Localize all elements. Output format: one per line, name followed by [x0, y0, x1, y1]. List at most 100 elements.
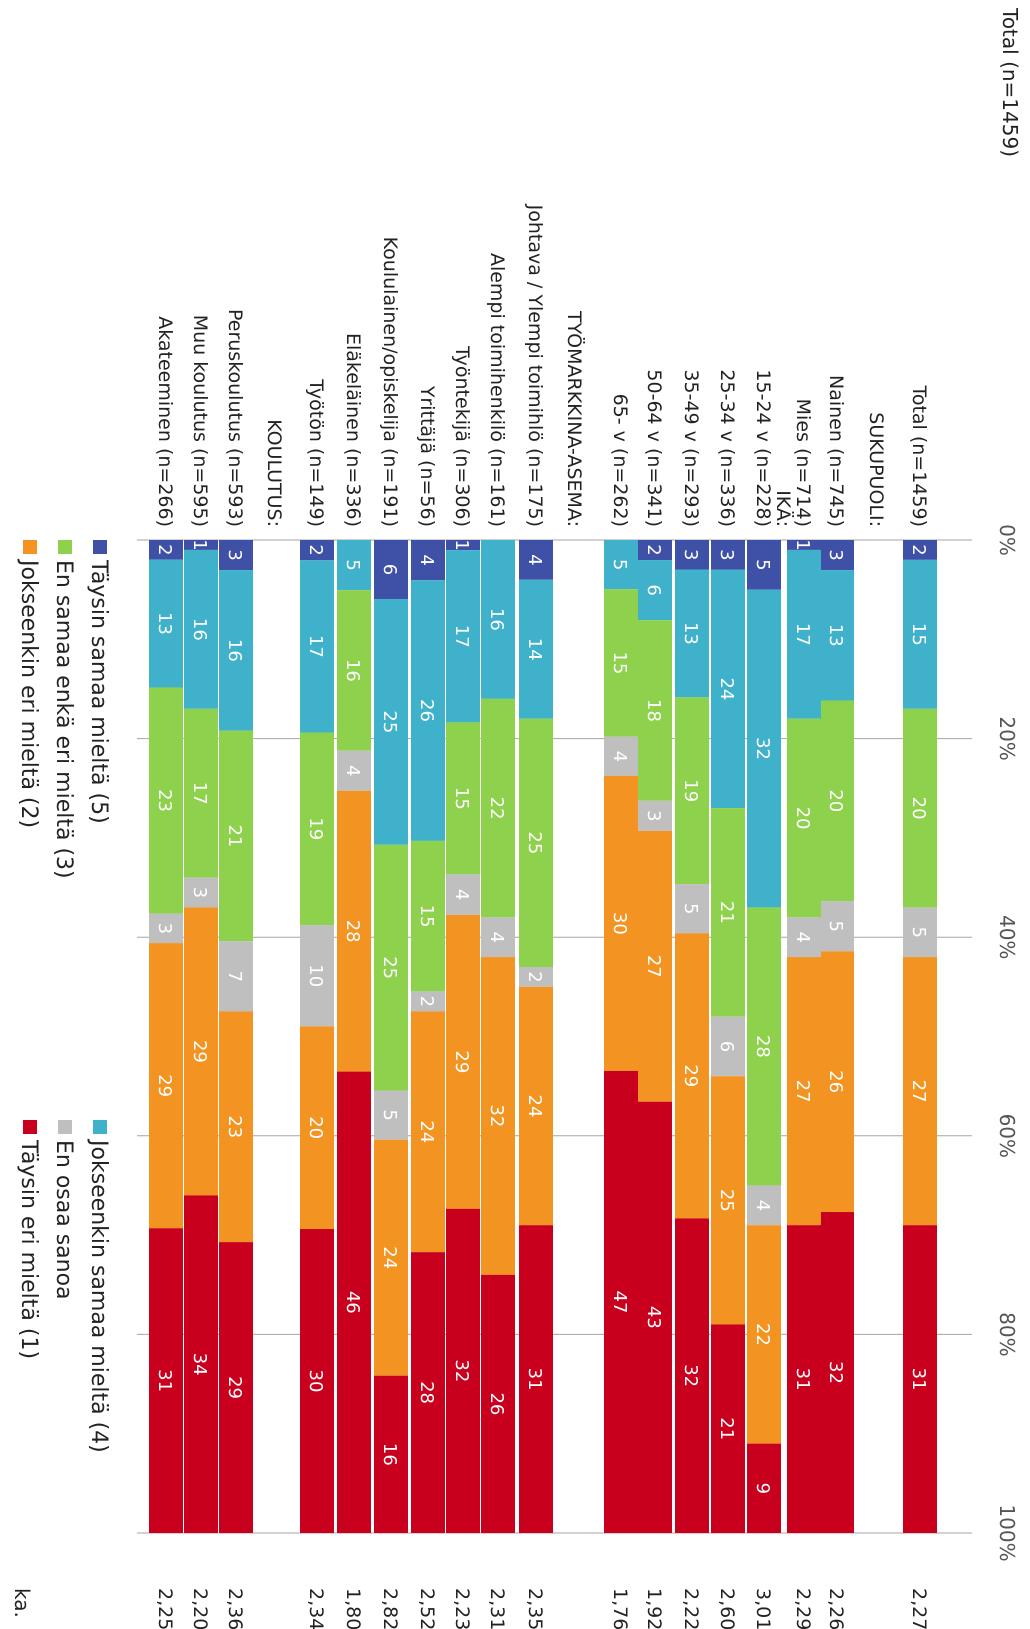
bar-value-label: 24: [379, 1246, 400, 1269]
bar-value-label: 43: [643, 1306, 664, 1329]
bar-segment: [411, 1252, 445, 1533]
bar-segment: [519, 579, 553, 719]
bar-value-label: 30: [305, 1370, 326, 1393]
average-value: 3,01: [752, 1588, 774, 1629]
bar-value-label: 29: [451, 1050, 472, 1073]
row-label: Yrittäjä (n=56): [416, 385, 438, 527]
bar-value-label: 6: [379, 564, 400, 575]
bar-value-label: 4: [792, 931, 813, 942]
bar-segment: [903, 540, 937, 560]
bar-value-label: 25: [379, 956, 400, 979]
bar-value-label: 27: [908, 1080, 929, 1103]
bar-value-label: 2: [305, 544, 326, 555]
bar-segment: [711, 1016, 745, 1077]
bar-segment: [711, 1324, 745, 1533]
bar-segment: [747, 1225, 781, 1444]
bar-segment: [149, 687, 183, 914]
average-value: 2,20: [189, 1588, 211, 1629]
bar-segment: [903, 559, 937, 709]
bar-segment: [337, 590, 371, 751]
bar-value-label: 25: [379, 710, 400, 733]
bar-segment: [675, 884, 709, 934]
row-label: Akateeminen (n=266): [154, 316, 176, 527]
bar-segment: [149, 943, 183, 1229]
bars: 2152052731313205263211720427315322842293…: [149, 539, 937, 1534]
bar-segment: [219, 570, 253, 731]
bar-segment: [711, 540, 745, 570]
bar-value-label: 32: [486, 1104, 507, 1127]
bar-value-label: 22: [752, 1323, 773, 1346]
average-value: 1,76: [609, 1588, 631, 1629]
legend-label: En samaa enkä eri mieltä (3): [51, 560, 76, 879]
bar-value-label: 31: [908, 1368, 929, 1391]
bar-value-label: 20: [792, 807, 813, 830]
bar-value-label: 17: [305, 635, 326, 658]
legend: Täysin samaa mieltä (5) Jokseenkin samaa …: [16, 540, 111, 1453]
bar-value-label: 5: [680, 903, 701, 914]
average-value: 2,60: [716, 1588, 738, 1629]
bar-segment: [481, 540, 515, 699]
bar-segment: [337, 1071, 371, 1534]
bar-segment: [711, 569, 745, 809]
bar-value-label: 7: [224, 971, 245, 982]
bar-value-label: 1: [792, 539, 813, 550]
bar-value-label: 20: [825, 789, 846, 812]
bar-value-label: 21: [224, 824, 245, 847]
bar-value-label: 3: [716, 549, 737, 560]
bar-segment: [219, 941, 253, 1012]
bar-segment: [149, 540, 183, 560]
bar-segment: [711, 808, 745, 1017]
bar-segment: [747, 1185, 781, 1226]
legend-swatch: [93, 540, 107, 554]
bar-segment: [787, 549, 821, 719]
row-label: 65- v (n=262): [609, 394, 631, 527]
bar-segment: [411, 580, 445, 841]
bar-segment: [411, 540, 445, 581]
bar-segment: [374, 844, 408, 1091]
bar-value-label: 3: [680, 549, 701, 560]
bar-value-label: 3: [643, 810, 664, 821]
bar-value-label: 4: [342, 765, 363, 776]
bar-value-label: 32: [451, 1359, 472, 1382]
bar-value-label: 16: [224, 639, 245, 662]
x-tick-label: 60%: [995, 1114, 1019, 1158]
bar-value-label: 31: [154, 1369, 175, 1392]
bar-value-label: 4: [416, 554, 437, 565]
bar-segment: [675, 569, 709, 698]
bar-value-label: 29: [680, 1064, 701, 1087]
bar-segment: [638, 560, 672, 621]
bar-segment: [184, 907, 218, 1196]
legend-label: Täysin samaa mieltä (5): [86, 559, 111, 824]
x-axis-ticks: 0% 20% 40% 60% 80% 100%: [995, 524, 1019, 1561]
bar-value-label: 9: [752, 1483, 773, 1494]
bar-segment: [747, 1443, 781, 1534]
bar-value-label: 17: [451, 625, 472, 648]
bar-segment: [184, 708, 218, 878]
legend-label: Jokseenkin eri mieltä (2): [16, 558, 41, 828]
bar-value-label: 4: [451, 889, 472, 900]
bar-value-label: 47: [609, 1291, 630, 1314]
average-value: 1,80: [342, 1588, 364, 1629]
bar-value-label: 1: [189, 539, 210, 550]
bar-value-label: 22: [486, 797, 507, 820]
bar-segment: [787, 917, 821, 958]
bar-value-label: 31: [524, 1368, 545, 1391]
bar-value-label: 46: [342, 1291, 363, 1314]
group-header: SUKUPUOLI:: [865, 412, 887, 527]
bar-segment: [638, 830, 672, 1102]
bar-segment: [481, 698, 515, 918]
bar-segment: [638, 800, 672, 831]
group-header: TYÖMARKKINA-ASEMA:: [563, 310, 586, 527]
bar-value-label: 32: [680, 1364, 701, 1387]
bar-segment: [481, 1274, 515, 1533]
bar-value-label: 4: [752, 1200, 773, 1211]
bar-segment: [519, 718, 553, 967]
bar-segment: [374, 1375, 408, 1534]
bar-segment: [446, 1208, 480, 1534]
row-label: Alempi toimihenkilö (n=161): [486, 253, 508, 527]
bar-segment: [604, 736, 638, 776]
bar-segment: [820, 570, 854, 701]
bar-value-label: 3: [154, 923, 175, 934]
bar-value-label: 5: [825, 920, 846, 931]
bar-segment: [219, 730, 253, 942]
